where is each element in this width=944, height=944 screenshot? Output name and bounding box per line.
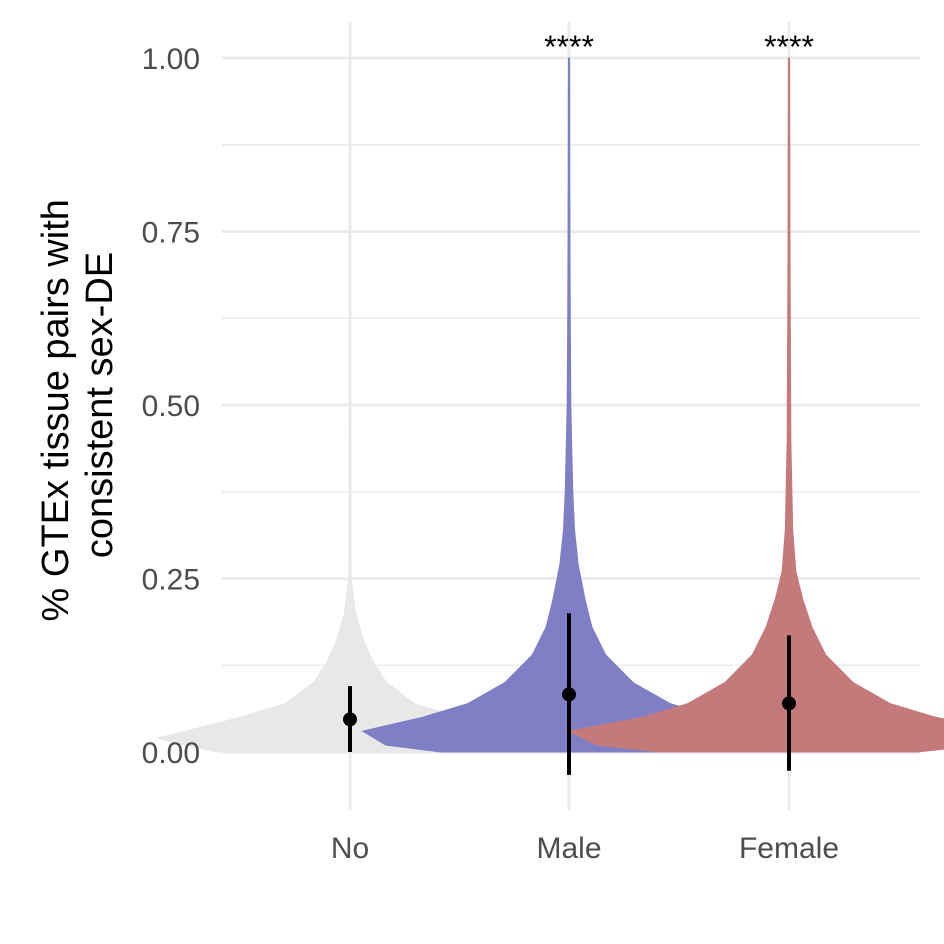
mean-point-no — [343, 712, 357, 727]
y-axis-title-line-2: consistent sex-DE — [79, 252, 121, 558]
error-bars — [343, 613, 796, 775]
violins — [157, 57, 944, 753]
violin-female — [567, 57, 944, 753]
y-axis-title: % GTEx tissue pairs with consistent sex-… — [35, 189, 121, 622]
violin-male — [361, 57, 777, 753]
mean-point-female — [782, 696, 796, 711]
y-axis-ticks: 0.00 0.25 0.50 0.75 1.00 — [142, 43, 200, 770]
x-tick-label: No — [331, 832, 369, 865]
y-axis-title-line-1: % GTEx tissue pairs with — [35, 199, 77, 621]
x-tick-label: Female — [739, 832, 839, 865]
significance-label-male: **** — [544, 29, 594, 65]
x-axis-ticks: No Male Female — [331, 832, 839, 865]
y-tick-label: 0.25 — [142, 564, 200, 597]
mean-point-male — [562, 687, 576, 702]
y-tick-label: 0.00 — [142, 737, 200, 770]
violin-no — [157, 57, 543, 753]
significance-labels: **** **** — [544, 29, 814, 65]
y-tick-label: 0.50 — [142, 390, 200, 423]
significance-label-female: **** — [764, 29, 814, 65]
y-tick-label: 0.75 — [142, 217, 200, 250]
x-tick-label: Male — [536, 832, 601, 865]
y-tick-label: 1.00 — [142, 43, 200, 76]
